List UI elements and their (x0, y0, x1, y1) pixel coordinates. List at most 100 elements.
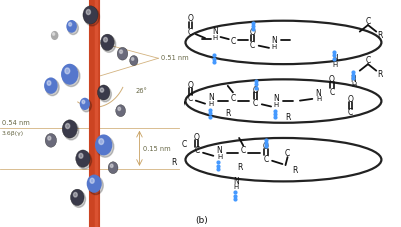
Text: H: H (273, 102, 279, 108)
Text: 0.54 nm: 0.54 nm (2, 119, 30, 125)
Circle shape (85, 9, 99, 27)
Circle shape (88, 177, 103, 195)
Text: C: C (188, 28, 193, 37)
Circle shape (69, 23, 72, 27)
Circle shape (103, 38, 107, 43)
Circle shape (95, 135, 112, 156)
Text: C: C (365, 17, 371, 26)
Text: 3.6β(γ): 3.6β(γ) (2, 130, 24, 135)
Circle shape (61, 64, 79, 85)
Text: C: C (230, 94, 235, 103)
Text: N: N (213, 27, 218, 36)
Text: H: H (316, 96, 321, 102)
Circle shape (118, 108, 121, 111)
Text: C: C (365, 56, 371, 65)
Circle shape (97, 86, 110, 101)
Text: H: H (271, 44, 277, 49)
Text: C: C (241, 146, 246, 155)
Text: O: O (249, 28, 255, 37)
Circle shape (101, 35, 114, 51)
Circle shape (90, 178, 94, 183)
Text: N: N (351, 74, 356, 83)
Text: (b): (b) (195, 215, 208, 224)
Text: O: O (188, 81, 194, 90)
Text: R: R (292, 165, 298, 174)
Circle shape (76, 150, 90, 168)
Circle shape (66, 21, 77, 34)
Circle shape (64, 122, 79, 140)
Circle shape (82, 101, 85, 104)
Circle shape (119, 51, 123, 54)
Circle shape (116, 105, 126, 117)
Circle shape (68, 23, 79, 35)
Text: C: C (329, 87, 334, 96)
Circle shape (81, 100, 91, 112)
Text: R: R (172, 158, 177, 167)
Circle shape (63, 66, 80, 87)
Circle shape (45, 134, 57, 148)
Text: N: N (217, 146, 223, 155)
Text: N: N (271, 35, 277, 44)
Circle shape (73, 192, 77, 197)
Text: N: N (209, 93, 214, 102)
Text: C: C (348, 108, 353, 117)
Circle shape (53, 34, 55, 36)
Text: O: O (263, 141, 269, 151)
Text: C: C (263, 154, 269, 163)
Text: 26°: 26° (136, 88, 148, 94)
Text: 0.15 nm: 0.15 nm (143, 146, 171, 152)
Circle shape (100, 89, 103, 93)
Text: R: R (237, 162, 243, 171)
Text: H: H (217, 153, 222, 159)
Circle shape (102, 37, 116, 53)
Circle shape (80, 98, 90, 111)
Text: N: N (332, 54, 338, 63)
Text: C: C (188, 94, 193, 103)
Circle shape (86, 10, 91, 15)
Text: O: O (329, 74, 335, 83)
Text: C: C (250, 41, 255, 50)
Text: N: N (316, 89, 321, 97)
Circle shape (87, 175, 102, 193)
Circle shape (132, 58, 134, 61)
Circle shape (83, 7, 98, 25)
Text: R: R (225, 109, 231, 118)
Circle shape (51, 32, 59, 41)
Text: H: H (213, 35, 218, 41)
Circle shape (79, 154, 83, 158)
Text: O: O (188, 14, 194, 23)
Circle shape (110, 164, 113, 168)
Circle shape (44, 78, 58, 94)
Circle shape (99, 87, 111, 102)
Text: C: C (285, 149, 290, 158)
Text: C: C (194, 146, 199, 155)
Circle shape (72, 191, 85, 207)
Text: C: C (182, 139, 187, 148)
Text: N: N (233, 176, 239, 185)
Text: R: R (285, 112, 290, 121)
Text: C: C (230, 37, 235, 46)
Text: O: O (194, 133, 200, 142)
Circle shape (65, 124, 70, 129)
Circle shape (47, 81, 51, 86)
Circle shape (48, 137, 51, 141)
Circle shape (46, 80, 59, 96)
Text: H: H (351, 82, 356, 88)
Text: H: H (233, 184, 239, 190)
Circle shape (117, 48, 128, 61)
Circle shape (99, 139, 104, 145)
Circle shape (62, 120, 77, 138)
Circle shape (65, 69, 70, 74)
Text: R: R (378, 31, 383, 40)
Circle shape (97, 137, 114, 158)
Text: C: C (253, 98, 258, 107)
Text: H: H (332, 62, 338, 67)
Circle shape (71, 189, 84, 206)
Circle shape (77, 152, 91, 169)
Text: N: N (273, 94, 279, 103)
Text: O: O (348, 95, 353, 104)
Text: O: O (253, 85, 259, 94)
Text: 0.51 nm: 0.51 nm (161, 55, 189, 61)
Circle shape (130, 56, 138, 66)
Circle shape (108, 162, 118, 174)
